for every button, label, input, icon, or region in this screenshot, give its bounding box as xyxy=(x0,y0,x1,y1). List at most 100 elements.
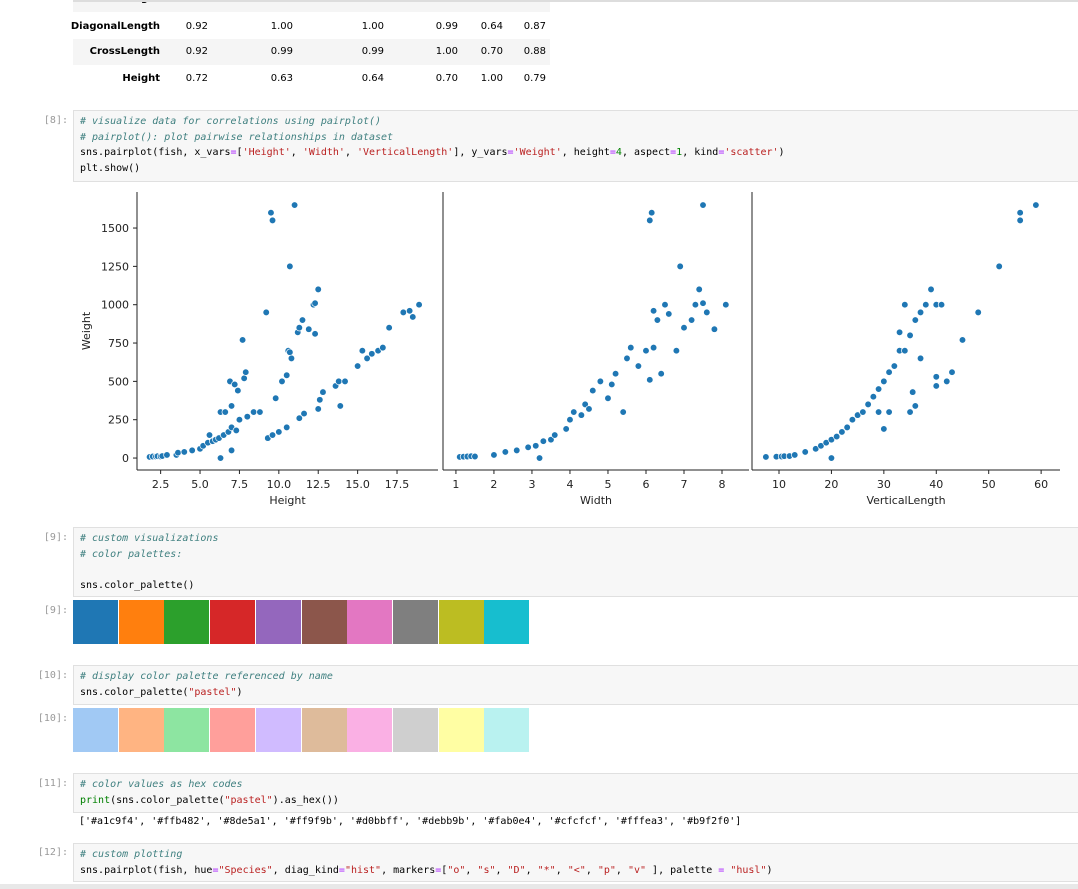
code-token: ], y_vars xyxy=(453,147,508,158)
point xyxy=(242,368,250,376)
code-token: , aspect xyxy=(621,147,671,158)
point xyxy=(695,285,703,294)
color-swatch xyxy=(118,600,164,644)
point xyxy=(958,336,967,344)
row-header: VerticalLength xyxy=(77,0,160,4)
code-token: = xyxy=(609,147,616,158)
point xyxy=(922,301,930,309)
point xyxy=(995,262,1003,271)
point xyxy=(577,411,586,419)
point xyxy=(627,343,635,352)
point xyxy=(286,262,294,271)
x-tick-label: 8 xyxy=(719,478,726,491)
code-token: sns.pairplot(fish, hue xyxy=(80,864,213,876)
code-token: # color palettes: xyxy=(80,548,183,560)
point xyxy=(405,307,414,315)
point xyxy=(216,454,225,462)
point xyxy=(353,362,362,370)
point xyxy=(336,402,344,410)
point xyxy=(699,299,707,307)
point xyxy=(311,299,319,307)
point xyxy=(566,416,574,424)
point xyxy=(874,385,883,393)
point xyxy=(653,316,662,324)
code-token: "v" xyxy=(627,864,647,876)
point xyxy=(249,408,258,416)
point xyxy=(687,316,696,324)
code-token: , height xyxy=(561,147,610,158)
y-tick-label: 1000 xyxy=(101,299,129,312)
x-tick-label: 60 xyxy=(1034,478,1048,491)
point xyxy=(948,368,956,376)
code-token: , markers xyxy=(381,864,436,876)
x-axis-label: VerticalLength xyxy=(866,494,945,507)
point xyxy=(227,402,236,410)
point xyxy=(1016,216,1024,225)
point xyxy=(283,371,291,379)
code-token: "pastel" xyxy=(188,686,237,698)
code-token: = xyxy=(507,147,514,158)
table-cell: 1.00 xyxy=(361,21,384,32)
point xyxy=(278,377,286,386)
point xyxy=(300,409,308,418)
code-token: , kind xyxy=(682,147,719,158)
table-cell: 0.79 xyxy=(523,73,546,84)
table-cell: 0.99 xyxy=(270,46,293,57)
point xyxy=(699,201,707,209)
y-tick-label: 750 xyxy=(108,337,129,350)
code-token: "husl" xyxy=(730,864,767,876)
code-cell: # visualize data for correlations using … xyxy=(73,110,1078,182)
point xyxy=(243,412,251,421)
table-row: VerticalLength 0.92 1.00 1.00 0.99 0.63 0.87 xyxy=(73,0,550,12)
code-token: # visualize data for correlations using … xyxy=(80,116,382,127)
code-token: "Species" xyxy=(218,864,273,876)
point xyxy=(801,448,809,456)
point xyxy=(911,316,919,324)
color-swatch xyxy=(73,708,118,752)
point xyxy=(235,416,244,424)
point xyxy=(1016,209,1024,217)
code-token: , diag_kind xyxy=(272,864,339,876)
code-token: # pairplot(): plot pairwise relationship… xyxy=(80,131,394,143)
point xyxy=(838,428,846,436)
x-tick-label: 3 xyxy=(528,478,535,491)
code-token: , xyxy=(495,864,508,876)
point xyxy=(409,313,417,321)
code-cell: # custom visualizations # color palettes:… xyxy=(73,527,1078,597)
point xyxy=(634,362,643,370)
point xyxy=(311,330,319,338)
point xyxy=(562,425,570,433)
point xyxy=(539,437,548,445)
point xyxy=(646,216,654,225)
point xyxy=(974,308,982,317)
table-row: CrossLength 0.92 0.99 0.99 1.00 0.70 0.88 xyxy=(73,39,550,65)
point xyxy=(585,405,593,413)
point xyxy=(909,388,917,396)
point xyxy=(608,380,616,389)
color-swatch xyxy=(301,708,347,752)
point xyxy=(240,374,248,382)
point xyxy=(238,336,247,344)
point xyxy=(358,347,367,355)
point xyxy=(532,442,540,450)
table-cell: 0.64 xyxy=(361,73,384,84)
code-line: # custom visualizations xyxy=(80,533,218,544)
table-cell: 0.87 xyxy=(524,0,546,4)
table-cell: 0.99 xyxy=(361,46,384,57)
color-swatch xyxy=(347,708,393,752)
top-border xyxy=(73,0,1078,2)
point xyxy=(848,416,857,424)
point xyxy=(471,452,479,461)
point xyxy=(890,362,898,370)
code-token: print xyxy=(80,794,111,806)
code-token: , xyxy=(615,864,628,876)
point xyxy=(649,307,658,315)
y-tick-label: 1500 xyxy=(101,222,129,235)
point xyxy=(551,431,559,439)
point xyxy=(874,408,883,416)
point xyxy=(611,370,620,378)
point xyxy=(188,446,196,455)
x-tick-label: 7.5 xyxy=(231,478,249,491)
point xyxy=(604,394,612,402)
